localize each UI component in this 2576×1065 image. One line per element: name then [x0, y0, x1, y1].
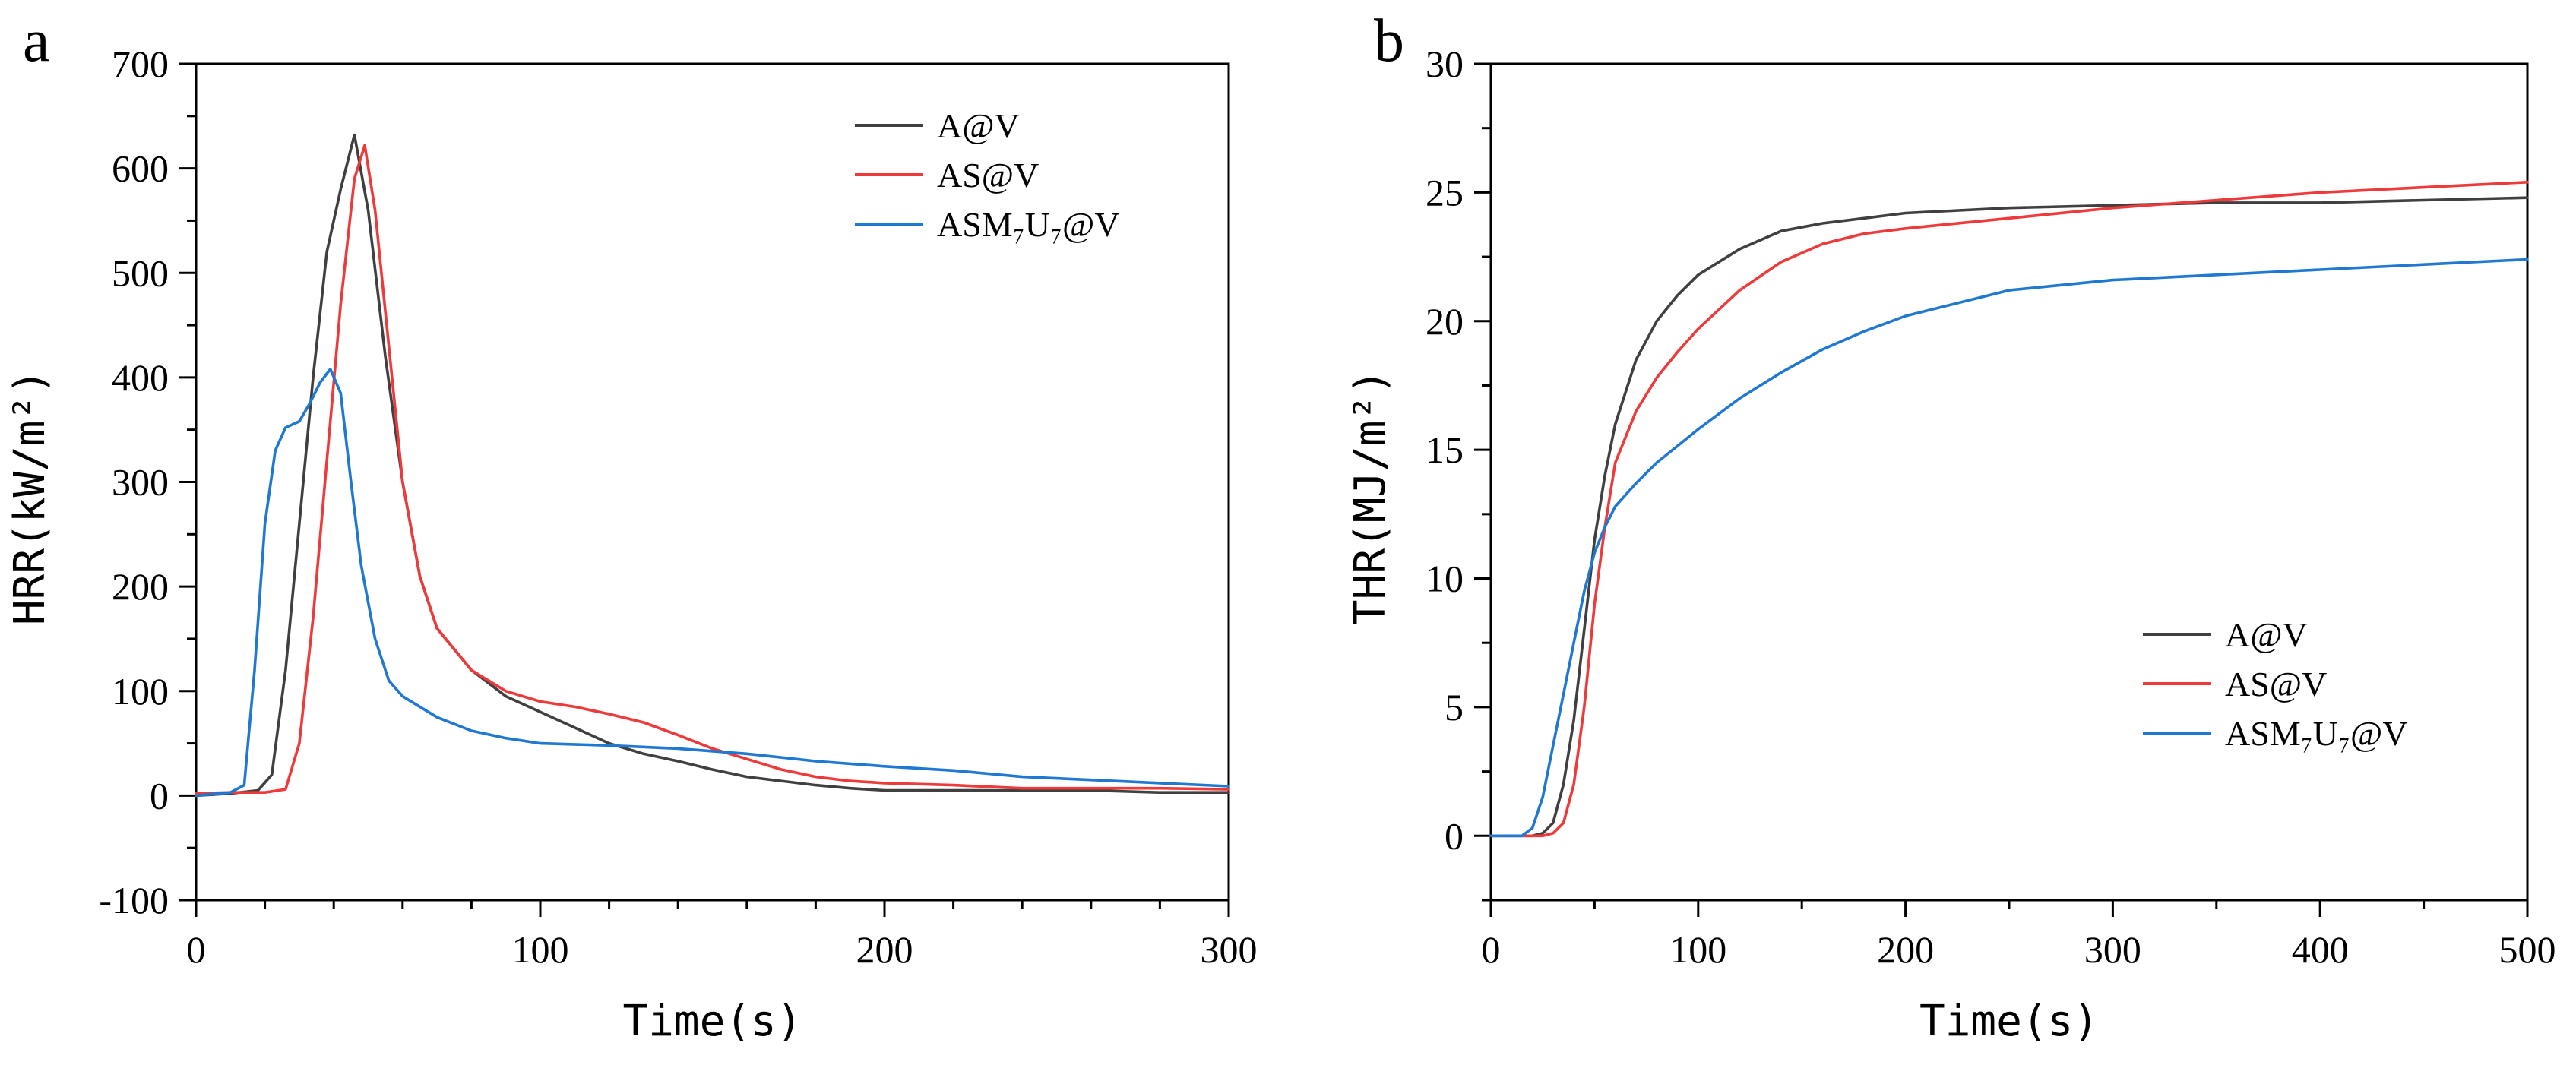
y-tick-label: 5 — [1445, 686, 1464, 728]
panel-a: a 0 100 200 300 -100 0 100 200 300 400 500 600 700 Ti… — [5, 8, 1258, 1046]
x-axis-title: Time(s) — [1919, 997, 2099, 1046]
y-tick-label: 300 — [112, 461, 169, 504]
y-tick-label: 500 — [112, 251, 169, 294]
series-line-2 — [1489, 258, 2529, 838]
y-axis-title: HRR(kW/m²) — [5, 369, 55, 625]
panel-a-letter: a — [23, 8, 50, 74]
series-line-0 — [195, 133, 1230, 798]
y-tick-label: 20 — [1426, 300, 1464, 343]
y-tick-label: 400 — [112, 356, 169, 399]
y-tick-label: 0 — [150, 774, 169, 817]
x-tick-label: 0 — [187, 928, 206, 971]
y-tick-label: 700 — [112, 43, 169, 85]
panel-b-letter: b — [1374, 8, 1404, 74]
y-axis-title: THR(MJ/m²) — [1346, 369, 1395, 625]
x-tick-label: 300 — [1201, 928, 1258, 971]
series-line-2 — [195, 368, 1230, 798]
y-tick-label: 200 — [112, 565, 169, 608]
y-tick-label: 25 — [1426, 171, 1464, 213]
series-line-0 — [1489, 196, 2529, 838]
y-tick-label: 600 — [112, 147, 169, 190]
legend-label: A@V — [937, 106, 1020, 145]
x-tick-label: 300 — [2084, 928, 2141, 971]
y-tick-label: -100 — [99, 879, 169, 921]
y-tick-label: 30 — [1426, 43, 1464, 85]
legend-label: AS@V — [937, 156, 1039, 194]
legend-label: AS@V — [2225, 665, 2327, 703]
y-tick-label: 0 — [1445, 814, 1464, 857]
y-tick-label: 10 — [1426, 558, 1464, 600]
legend-label: ASM₇U₇@V — [2225, 714, 2408, 753]
x-tick-label: 100 — [512, 928, 569, 971]
x-tick-label: 200 — [856, 928, 913, 971]
panel-b: b 0 100 200 300 400 500 0 5 10 15 20 25 30 Time(s) THR… — [1346, 8, 2556, 1046]
legend-label: ASM₇U₇@V — [937, 205, 1120, 244]
legend-label: A@V — [2225, 615, 2308, 654]
series-line-1 — [1489, 181, 2529, 838]
x-tick-label: 200 — [1877, 928, 1934, 971]
x-tick-label: 0 — [1482, 928, 1501, 971]
y-tick-label: 100 — [112, 670, 169, 713]
x-tick-label: 400 — [2292, 928, 2349, 971]
x-tick-label: 100 — [1669, 928, 1726, 971]
y-tick-label: 15 — [1426, 428, 1464, 471]
x-axis-title: Time(s) — [622, 997, 802, 1046]
x-tick-label: 500 — [2499, 928, 2556, 971]
series-line-1 — [195, 144, 1230, 795]
